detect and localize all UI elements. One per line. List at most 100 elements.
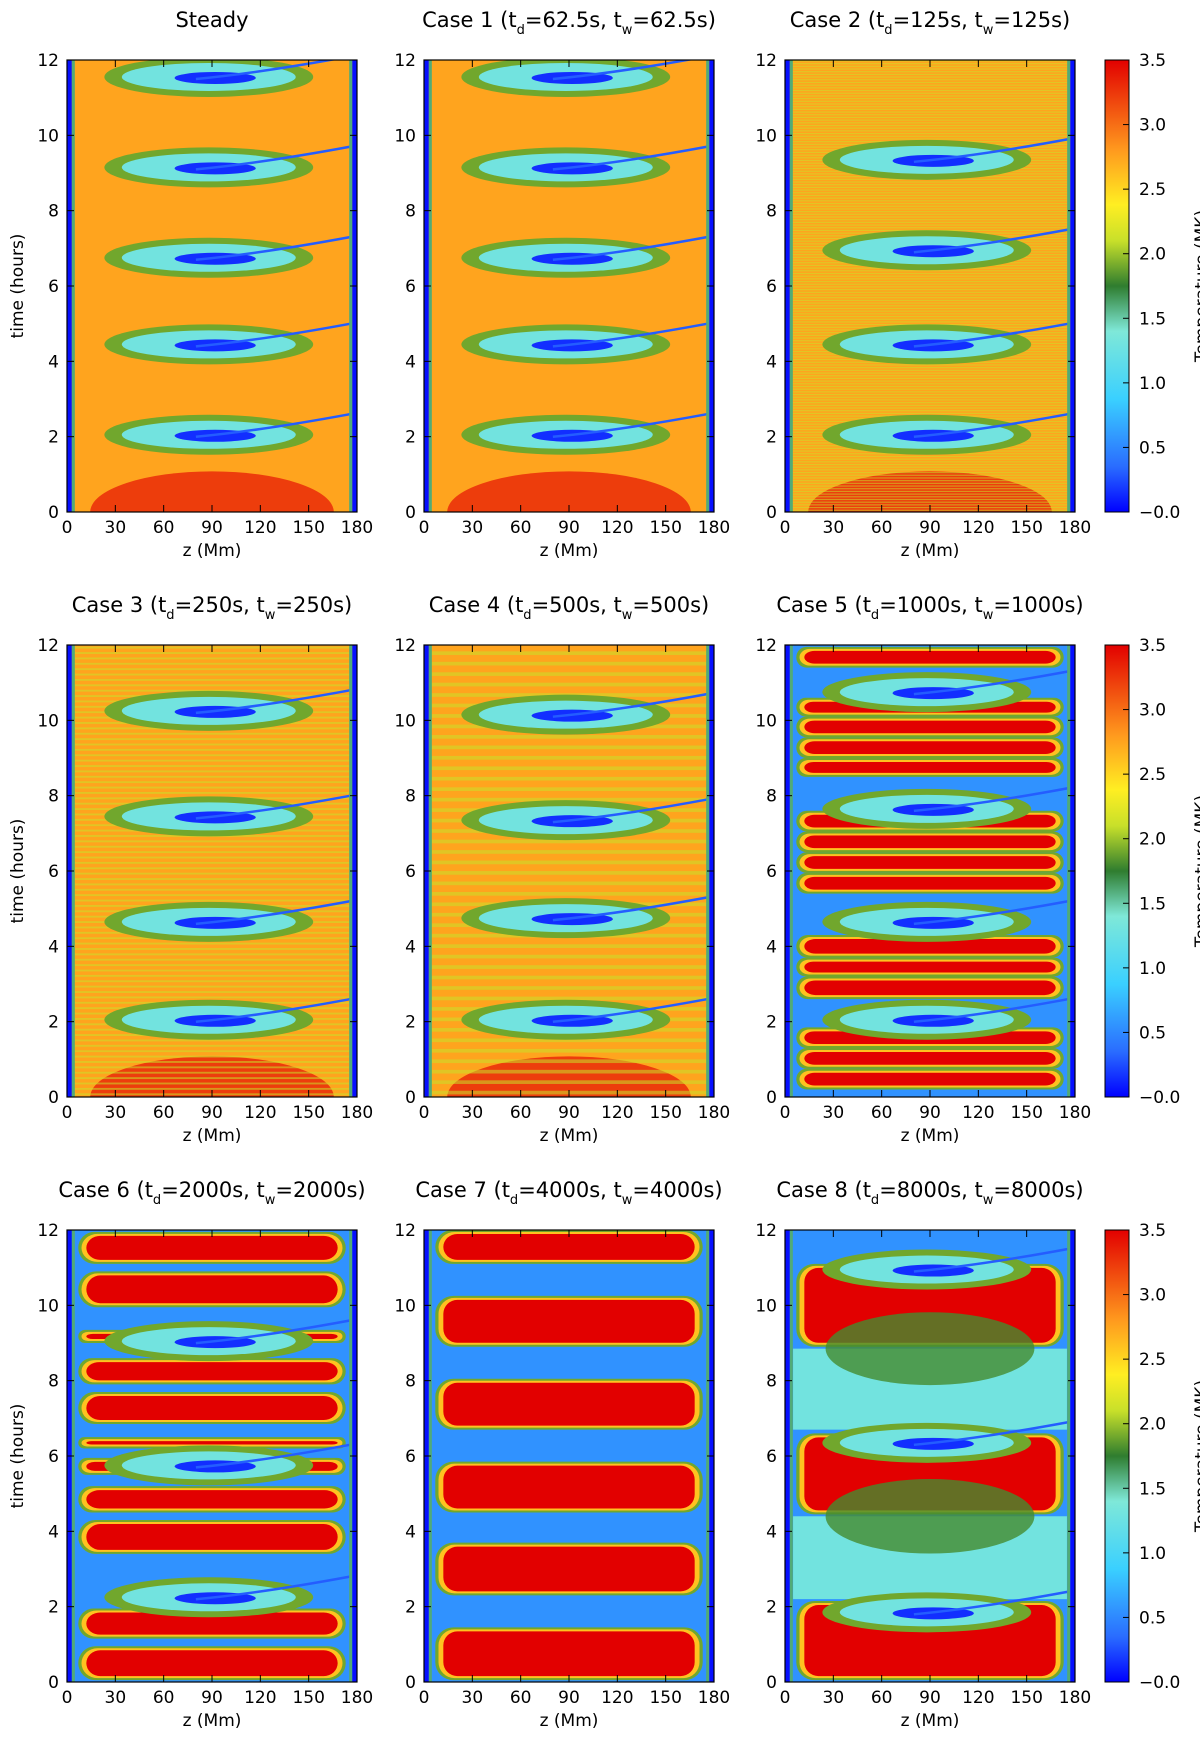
hot-band — [86, 1441, 338, 1445]
x-tick-label: 60 — [510, 1688, 532, 1708]
x-tick-label: 90 — [558, 518, 580, 538]
stratum — [424, 672, 714, 676]
stratum — [785, 399, 1075, 401]
panel-8: 0 30 60 90 120 150 180 0 2 4 6 8 10 12 z (Mm) Case 7 (t… — [394, 1178, 730, 1731]
colorbar-tick-label: 3.0 — [1139, 116, 1166, 136]
stratum — [424, 839, 714, 844]
panel-6: 0 30 60 90 120 150 180 0 2 4 6 8 10 12 z (Mm) Case 5 (t… — [755, 593, 1091, 1146]
stratum — [785, 385, 1075, 388]
y-tick-label: 10 — [755, 126, 777, 146]
hot-band — [86, 1612, 338, 1635]
stratum — [785, 138, 1075, 140]
stratum — [785, 404, 1075, 406]
x-tick-label: 180 — [1059, 1103, 1091, 1123]
stratum — [785, 321, 1075, 323]
stratum — [67, 872, 357, 875]
stratum — [785, 68, 1075, 70]
initial-hot-region — [447, 471, 691, 512]
colorbar-tick-label: 1.5 — [1139, 309, 1166, 329]
x-tick-label: 0 — [780, 518, 791, 538]
stratum — [424, 661, 714, 666]
x-tick-label: 90 — [558, 1688, 580, 1708]
stratum — [785, 367, 1075, 369]
y-tick-label: 12 — [37, 51, 59, 71]
stratum — [785, 461, 1075, 463]
x-tick-label: 0 — [419, 518, 430, 538]
heatmap-area — [67, 60, 357, 512]
stratum — [785, 307, 1075, 310]
hot-band — [86, 1395, 338, 1420]
colorbar-label: Temperature (MK) — [1192, 210, 1200, 363]
panel-7: 0 30 60 90 120 150 180 0 2 4 6 8 10 12 z (Mm) time (hou… — [8, 1178, 373, 1731]
rain-track — [552, 412, 708, 439]
stratum — [785, 219, 1075, 221]
x-tick-label: 30 — [105, 1688, 127, 1708]
stratum — [424, 1069, 714, 1074]
colorbar-1: 3.5 3.0 2.5 2.0 1.5 1.0 0.5 −0.0 Temperature (MK… — [1104, 51, 1200, 523]
x-tick-label: 150 — [1010, 1688, 1042, 1708]
y-tick-label: 0 — [405, 503, 416, 523]
hot-band — [804, 1052, 1056, 1065]
stratum — [67, 786, 357, 789]
stratum — [785, 458, 1075, 460]
rain-track — [552, 798, 708, 824]
x-tick-label: 150 — [1010, 518, 1042, 538]
stratum — [785, 310, 1075, 312]
x-tick-label: 120 — [601, 1688, 633, 1708]
x-tick-label: 60 — [153, 1103, 175, 1123]
rain-track — [552, 997, 708, 1024]
stratum — [785, 116, 1075, 119]
x-tick-label: 180 — [1059, 1688, 1091, 1708]
y-tick-label: 6 — [766, 862, 777, 882]
x-axis-label: z (Mm) — [540, 1711, 599, 1731]
rain-track — [195, 235, 351, 261]
stratum — [424, 944, 714, 948]
y-tick-label: 4 — [766, 937, 777, 957]
stratum — [67, 856, 357, 859]
rain-track — [913, 997, 1069, 1024]
stratum — [67, 1071, 357, 1074]
x-tick-label: 90 — [201, 1103, 223, 1123]
stratum — [67, 1044, 357, 1047]
y-tick-label: 8 — [405, 787, 416, 807]
rain-track — [552, 896, 708, 922]
stratum — [67, 964, 357, 967]
stratum — [785, 407, 1075, 409]
rain-track — [913, 1590, 1069, 1616]
stratum — [785, 202, 1075, 205]
stratum — [785, 372, 1075, 374]
x-tick-label: 30 — [823, 1103, 845, 1123]
x-tick-label: 150 — [292, 1688, 324, 1708]
x-tick-label: 180 — [1059, 518, 1091, 538]
stratum — [424, 850, 714, 854]
rain-track — [195, 688, 351, 715]
y-tick-label: 8 — [405, 202, 416, 222]
stratum — [67, 662, 357, 665]
rain-track — [195, 145, 351, 171]
stratum — [424, 860, 714, 865]
y-tick-label: 12 — [37, 1221, 59, 1241]
x-tick-label: 60 — [871, 1688, 893, 1708]
panel-9: 0 30 60 90 120 150 180 0 2 4 6 8 10 12 z (Mm) Case 8 (t… — [755, 1178, 1091, 1731]
stratum — [785, 213, 1075, 215]
stratum — [67, 1087, 357, 1090]
panel-title: Case 2 (td=125s, tw=125s) — [790, 8, 1070, 38]
y-axis-label: time (hours) — [8, 1404, 28, 1509]
colorbar-tick-label: 2.0 — [1139, 830, 1166, 850]
y-tick-label: 8 — [48, 202, 59, 222]
x-tick-label: 0 — [419, 1688, 430, 1708]
stratum — [785, 192, 1075, 194]
y-tick-label: 4 — [405, 352, 416, 372]
stratum — [67, 980, 357, 983]
stratum — [785, 466, 1075, 468]
rain-track — [552, 145, 708, 171]
stratum — [785, 315, 1075, 318]
stratum — [424, 651, 714, 656]
stratum — [67, 878, 357, 880]
y-axis-label: time (hours) — [8, 234, 28, 339]
y-tick-label: 4 — [48, 937, 59, 957]
y-tick-label: 0 — [48, 503, 59, 523]
x-tick-label: 30 — [462, 1688, 484, 1708]
stratum — [785, 375, 1075, 377]
heatmap-area — [785, 1230, 1075, 1682]
